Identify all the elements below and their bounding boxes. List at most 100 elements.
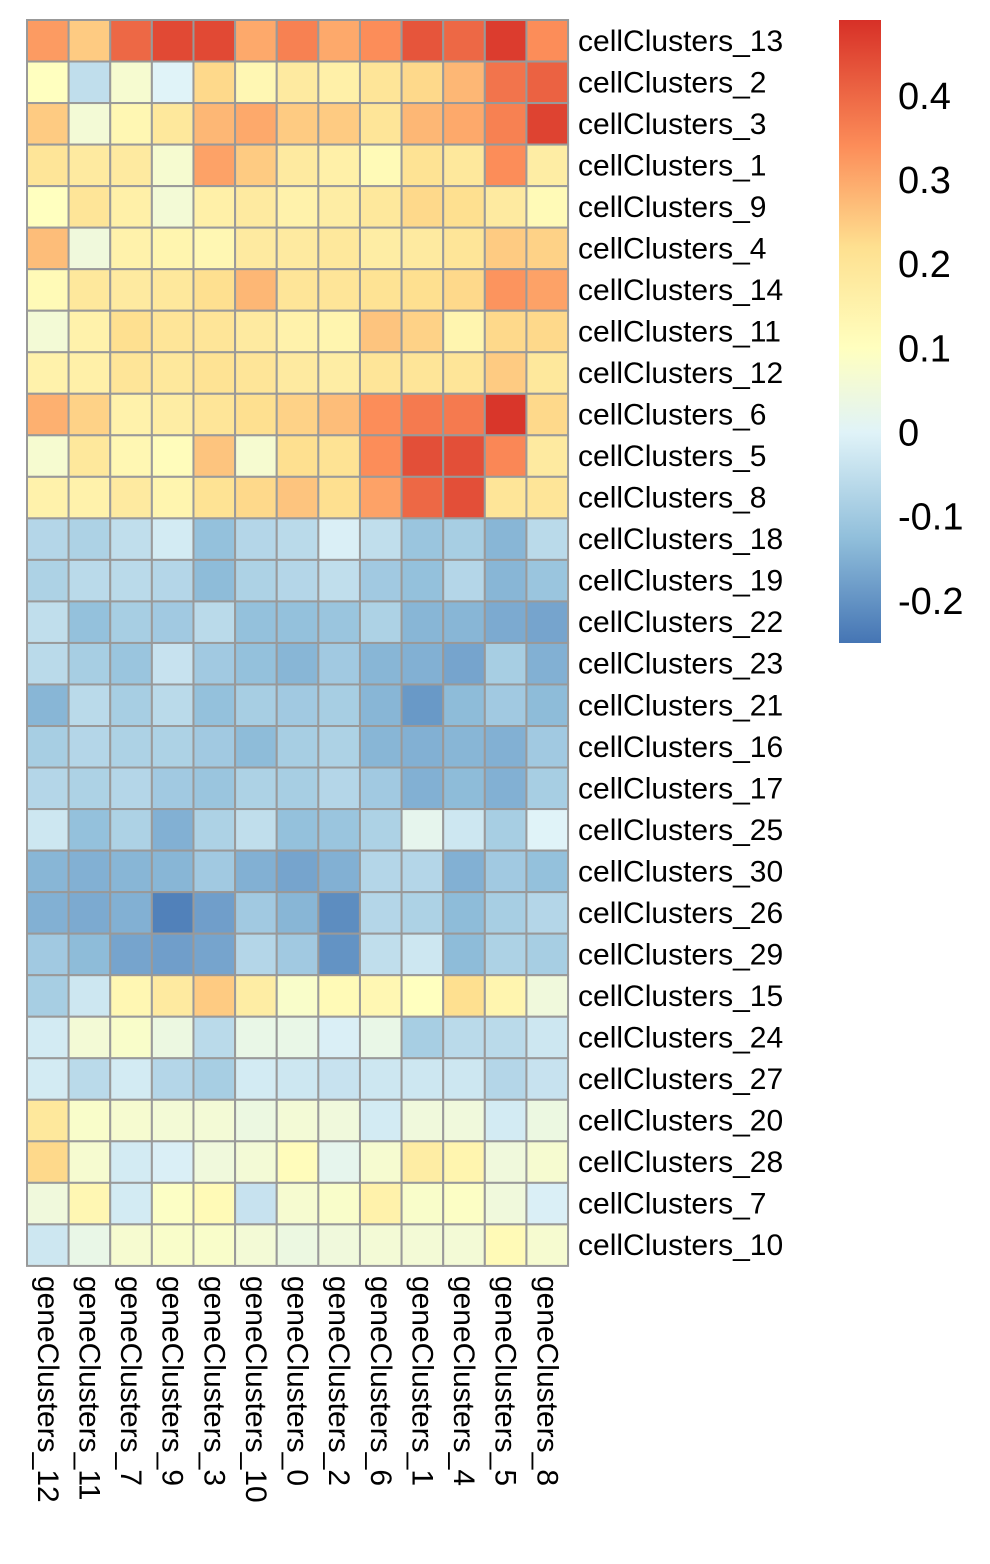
heatmap-cell (358, 1098, 403, 1143)
heatmap-cell (109, 102, 153, 146)
heatmap-cell (109, 1015, 153, 1060)
row-label: cellClusters_3 (578, 108, 766, 141)
heatmap-cell (442, 1015, 486, 1060)
heatmap-cell (67, 517, 112, 561)
heatmap-cell (109, 143, 153, 188)
heatmap-cell (317, 60, 361, 105)
heatmap-cell (442, 1223, 486, 1267)
heatmap-cell (150, 766, 195, 811)
heatmap-cell (109, 1057, 153, 1101)
heatmap-cell (358, 725, 403, 769)
heatmap-cell (525, 974, 570, 1018)
heatmap-cell (67, 766, 112, 811)
heatmap-cell (317, 102, 361, 146)
heatmap-cell (525, 392, 570, 437)
row-label: cellClusters_9 (578, 191, 766, 224)
heatmap-cell (358, 475, 403, 520)
heatmap-cell (317, 309, 361, 354)
heatmap-cell (150, 60, 195, 105)
heatmap-cell (26, 1015, 70, 1060)
heatmap-cell (150, 932, 195, 977)
heatmap-cell (109, 1223, 153, 1267)
heatmap-cell (317, 19, 361, 63)
heatmap-cell (150, 600, 195, 644)
legend-tick-label: 0.2 (898, 244, 951, 286)
heatmap-cell (442, 725, 486, 769)
heatmap-cell (192, 932, 237, 977)
heatmap-cell (192, 641, 237, 686)
heatmap-cell (525, 268, 570, 312)
heatmap-cell (26, 19, 70, 63)
row-label: cellClusters_23 (578, 648, 783, 681)
heatmap-cell (442, 143, 486, 188)
heatmap-cell (234, 849, 278, 894)
heatmap-cell (525, 226, 570, 271)
heatmap-cell (234, 185, 278, 229)
heatmap-cell (192, 808, 237, 852)
heatmap-cell (109, 268, 153, 312)
heatmap-cell (275, 558, 320, 603)
heatmap-cell (26, 974, 70, 1018)
heatmap-cell (150, 1057, 195, 1101)
heatmap-cell (442, 102, 486, 146)
heatmap-cell (192, 309, 237, 354)
heatmap-cell (275, 1223, 320, 1267)
heatmap-cell (442, 392, 486, 437)
heatmap-cell (483, 849, 528, 894)
heatmap-cell (317, 891, 361, 935)
heatmap-cell (442, 185, 486, 229)
heatmap-cell (150, 226, 195, 271)
row-label: cellClusters_17 (578, 772, 783, 805)
heatmap-cell (358, 641, 403, 686)
heatmap-cell (109, 392, 153, 437)
heatmap-cell (400, 766, 445, 811)
heatmap-cell (109, 891, 153, 935)
heatmap-cell (275, 185, 320, 229)
heatmap-cell (317, 1223, 361, 1267)
heatmap-cell (525, 517, 570, 561)
heatmap-cell (275, 1181, 320, 1226)
heatmap-cell (275, 351, 320, 395)
heatmap-cell (525, 1140, 570, 1184)
heatmap-cell (67, 1057, 112, 1101)
heatmap-cell (358, 309, 403, 354)
heatmap-cell (192, 1057, 237, 1101)
heatmap-cell (109, 434, 153, 478)
heatmap-cell (483, 766, 528, 811)
heatmap-cell (525, 143, 570, 188)
heatmap-cell (400, 434, 445, 478)
heatmap-cell (275, 1015, 320, 1060)
heatmap-cell (234, 226, 278, 271)
heatmap-cell (483, 932, 528, 977)
heatmap-cell (275, 102, 320, 146)
heatmap-cell (109, 600, 153, 644)
heatmap-cell (317, 226, 361, 271)
column-label: geneClusters_5 (489, 1276, 522, 1486)
heatmap-cell (109, 725, 153, 769)
heatmap-cell (400, 683, 445, 728)
heatmap-cell (192, 60, 237, 105)
heatmap-cell (358, 268, 403, 312)
heatmap-cell (442, 558, 486, 603)
heatmap-cell (483, 725, 528, 769)
heatmap-cell (317, 600, 361, 644)
heatmap-cells (26, 19, 570, 1267)
heatmap-cell (442, 1140, 486, 1184)
heatmap-cell (150, 1098, 195, 1143)
heatmap-cell (483, 1057, 528, 1101)
heatmap-cell (483, 1140, 528, 1184)
heatmap-cell (358, 392, 403, 437)
row-label: cellClusters_6 (578, 399, 766, 432)
heatmap-cell (67, 19, 112, 63)
heatmap-cell (525, 725, 570, 769)
row-label: cellClusters_5 (578, 440, 766, 473)
heatmap-cell (525, 558, 570, 603)
heatmap-cell (525, 1098, 570, 1143)
heatmap-cell (358, 185, 403, 229)
heatmap-cell (67, 641, 112, 686)
heatmap-cell (358, 558, 403, 603)
heatmap-cell (192, 600, 237, 644)
row-label: cellClusters_30 (578, 855, 783, 888)
heatmap-cell (26, 766, 70, 811)
heatmap-cell (442, 434, 486, 478)
